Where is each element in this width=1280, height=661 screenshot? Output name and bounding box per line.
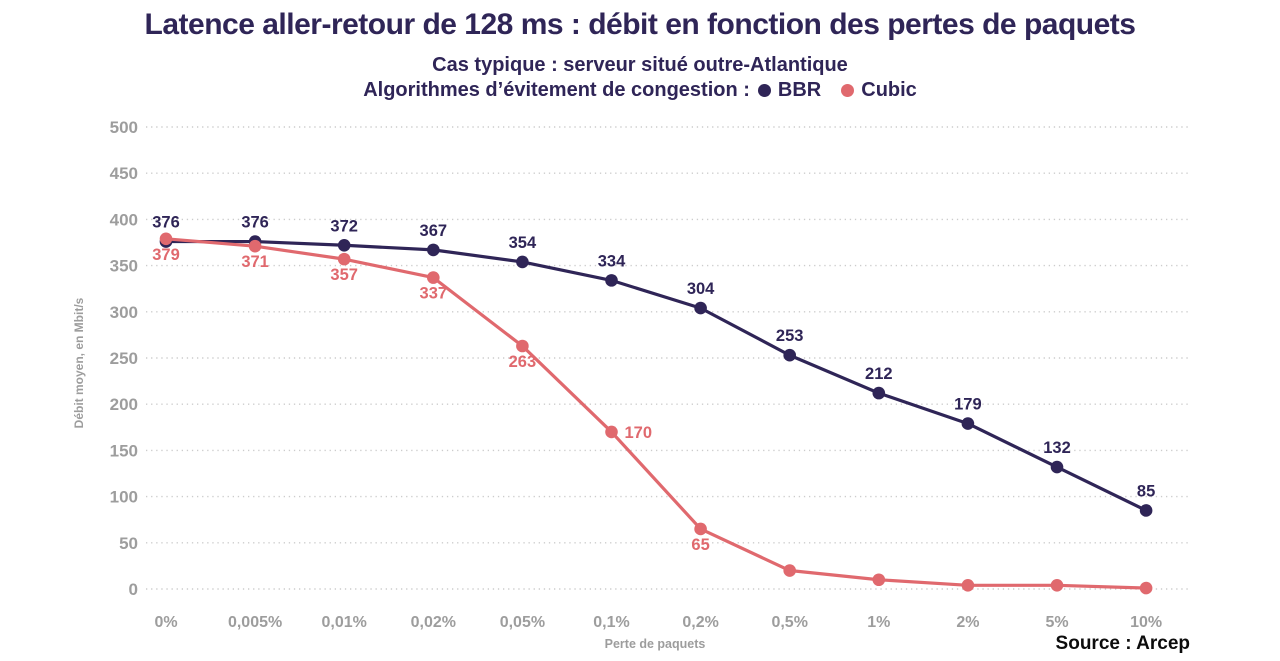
- bbr-point-label: 85: [1137, 482, 1155, 500]
- y-tick-label: 300: [110, 303, 138, 322]
- source-credit: Source : Arcep: [1055, 633, 1190, 654]
- y-tick-label: 200: [110, 395, 138, 414]
- x-tick-label: 0%: [154, 614, 177, 631]
- x-tick-label: 0,01%: [322, 614, 367, 631]
- x-tick-label: 0,2%: [682, 614, 718, 631]
- chart-title: Latence aller-retour de 128 ms : débit e…: [144, 8, 1136, 41]
- bbr-line: [164, 239, 1148, 513]
- cubic-point-label: 357: [330, 266, 358, 284]
- y-tick-label: 50: [119, 534, 138, 553]
- bbr-point: [427, 243, 440, 257]
- x-tick-label: 0,5%: [771, 614, 807, 631]
- cubic-point-label: 263: [509, 353, 537, 371]
- x-tick-label: 2%: [956, 614, 979, 631]
- cubic-point: [1050, 579, 1064, 592]
- bbr-point-label: 212: [865, 365, 893, 383]
- y-tick-label: 450: [110, 164, 138, 183]
- bbr-point: [961, 417, 975, 430]
- y-tick-label: 150: [110, 441, 138, 460]
- y-tick-label: 100: [110, 488, 138, 507]
- cubic-point-label: 337: [420, 285, 448, 303]
- cubic-point: [694, 522, 707, 536]
- bbr-point: [694, 301, 707, 315]
- cubic-point: [516, 339, 529, 353]
- bbr-point-label: 367: [420, 222, 448, 240]
- cubic-point: [1139, 581, 1153, 595]
- chart-subtitle: Cas typique : serveur situé outre-Atlant…: [432, 54, 848, 76]
- x-tick-label: 0,02%: [411, 614, 456, 631]
- x-tick-label: 0,05%: [500, 614, 545, 631]
- legend-bbr-name: BBR: [777, 79, 822, 101]
- bbr-point: [337, 238, 351, 252]
- y-tick-label: 350: [110, 257, 138, 276]
- cubic-point: [248, 239, 262, 253]
- bbr-point-label: 354: [509, 234, 537, 252]
- bbr-point-label: 372: [330, 217, 358, 235]
- y-tick-label: 0: [129, 580, 138, 599]
- bbr-point: [783, 348, 796, 362]
- cubic-point-label: 371: [241, 253, 269, 271]
- y-tick-label: 500: [110, 118, 138, 137]
- bbr-point-label: 179: [954, 396, 982, 414]
- legend-item-cubic: Cubic: [841, 79, 917, 102]
- bbr-point: [1139, 504, 1153, 517]
- cubic-point-label: 170: [625, 424, 653, 442]
- cubic-point: [605, 425, 618, 439]
- bbr-point: [516, 255, 529, 269]
- legend-item-bbr: BBR: [757, 79, 822, 102]
- y-tick-label: 400: [110, 210, 138, 229]
- cubic-point-label: 379: [152, 246, 180, 264]
- cubic-point: [427, 271, 440, 284]
- legend-cubic-name: Cubic: [861, 79, 917, 101]
- x-axis-title: Perte de paquets: [604, 637, 706, 651]
- bbr-point: [1050, 460, 1064, 474]
- cubic-point: [961, 579, 975, 592]
- cubic-point: [159, 232, 173, 246]
- cubic-point: [872, 573, 886, 587]
- y-tick-label: 250: [110, 349, 138, 368]
- bbr-point-label: 376: [241, 214, 269, 232]
- bbr-point: [872, 386, 886, 400]
- bbr-point-label: 304: [687, 280, 715, 298]
- cubic-dot-icon: [841, 84, 855, 97]
- cubic-point-label: 65: [691, 536, 709, 554]
- bbr-point-label: 376: [152, 214, 180, 232]
- x-tick-label: 0,005%: [228, 614, 282, 631]
- bbr-dot-icon: [757, 84, 771, 97]
- bbr-point-label: 253: [776, 327, 804, 345]
- x-tick-label: 0,1%: [593, 614, 629, 631]
- legend: Algorithmes d’évitement de congestion : …: [0, 79, 1280, 102]
- x-tick-label: 1%: [867, 614, 890, 631]
- x-tick-label: 10%: [1130, 614, 1162, 631]
- bbr-point-label: 132: [1043, 439, 1071, 457]
- bbr-point-label: 334: [598, 252, 626, 270]
- cubic-point: [783, 564, 796, 577]
- cubic-point: [337, 252, 351, 266]
- x-tick-label: 5%: [1045, 614, 1068, 631]
- bbr-point: [605, 274, 618, 287]
- cubic-line: [164, 237, 1148, 590]
- legend-label: Algorithmes d’évitement de congestion :: [363, 79, 750, 101]
